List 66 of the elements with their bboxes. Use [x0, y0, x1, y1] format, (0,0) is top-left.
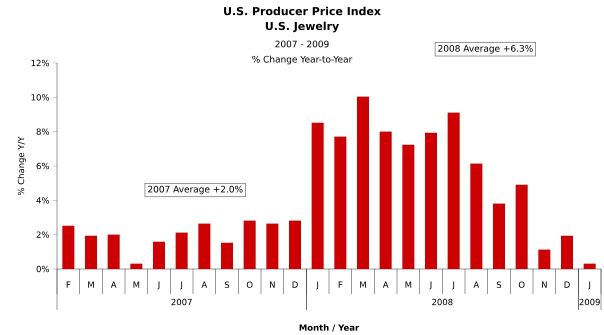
y-tick-label: 2% — [36, 231, 50, 238]
bar — [334, 136, 346, 269]
x-tick-label: O — [246, 282, 253, 288]
bar — [584, 264, 596, 269]
bar — [198, 224, 210, 269]
x-tick-label: O — [518, 282, 525, 288]
y-tick-label: 0% — [36, 266, 50, 272]
bar — [425, 132, 438, 269]
x-tick-label: J — [157, 282, 160, 290]
x-tick-label: M — [406, 282, 412, 288]
bar — [221, 242, 233, 269]
x-tick-label: F — [66, 282, 70, 288]
x-tick-label: M — [88, 282, 94, 288]
x-axis-title: Month / Year — [300, 324, 360, 332]
chart-title: U.S. Producer Price Index — [224, 6, 381, 16]
x-tick-label: M — [134, 282, 140, 288]
text: 2008 — [432, 298, 453, 306]
x-tick-label: A — [110, 282, 116, 288]
x-tick-label: A — [202, 282, 208, 288]
text: 2007 — [172, 298, 192, 306]
chart-subtitle: U.S. Jewelry — [266, 22, 339, 32]
bar — [470, 164, 482, 269]
x-tick-label: S — [496, 282, 502, 288]
text: 2008 Average +6.3% — [438, 45, 533, 54]
annotation: % Change Year-to-Year — [252, 56, 352, 64]
x-tick-label: N — [542, 282, 547, 288]
bar — [402, 144, 414, 269]
text: 2009 — [580, 298, 600, 306]
x-tick-label: D — [292, 282, 298, 288]
x-tick-label: J — [429, 282, 432, 290]
bar — [289, 220, 302, 269]
x-tick-label: N — [270, 282, 275, 288]
bar — [561, 236, 574, 269]
x-tick-label: A — [382, 282, 388, 288]
bar — [538, 250, 550, 269]
bar — [108, 234, 120, 269]
bar — [244, 220, 256, 269]
x-tick-label: M — [360, 282, 366, 288]
annotation: 2007 Average +2.0% — [148, 186, 243, 194]
y-tick-label: 8% — [36, 128, 50, 135]
bar — [516, 184, 528, 269]
x-tick-label: J — [316, 282, 318, 290]
x-tick-label: J — [588, 282, 590, 290]
y-tick-label: 12% — [32, 60, 50, 66]
bar — [266, 224, 278, 269]
bar — [312, 122, 324, 269]
y-axis-title: % Change Y/Y — [18, 136, 26, 196]
bar — [130, 264, 142, 269]
x-tick-label: A — [474, 282, 480, 288]
bar — [85, 236, 97, 269]
x-tick-label: D — [564, 282, 570, 288]
bar — [176, 232, 188, 269]
bar — [62, 226, 74, 269]
y-tick-label: 10% — [32, 94, 50, 101]
bar — [153, 242, 165, 269]
x-tick-label: J — [180, 282, 182, 290]
bar — [380, 132, 392, 269]
bar — [493, 204, 506, 269]
x-tick-label: S — [224, 282, 230, 288]
x-tick-label: F — [338, 282, 342, 288]
text: 2007 - 2009 — [275, 40, 329, 48]
y-tick-label: 4% — [36, 197, 50, 204]
y-tick-label: 6% — [36, 162, 50, 170]
bar — [357, 96, 370, 269]
bar — [448, 112, 460, 269]
x-tick-label: J — [452, 282, 454, 290]
